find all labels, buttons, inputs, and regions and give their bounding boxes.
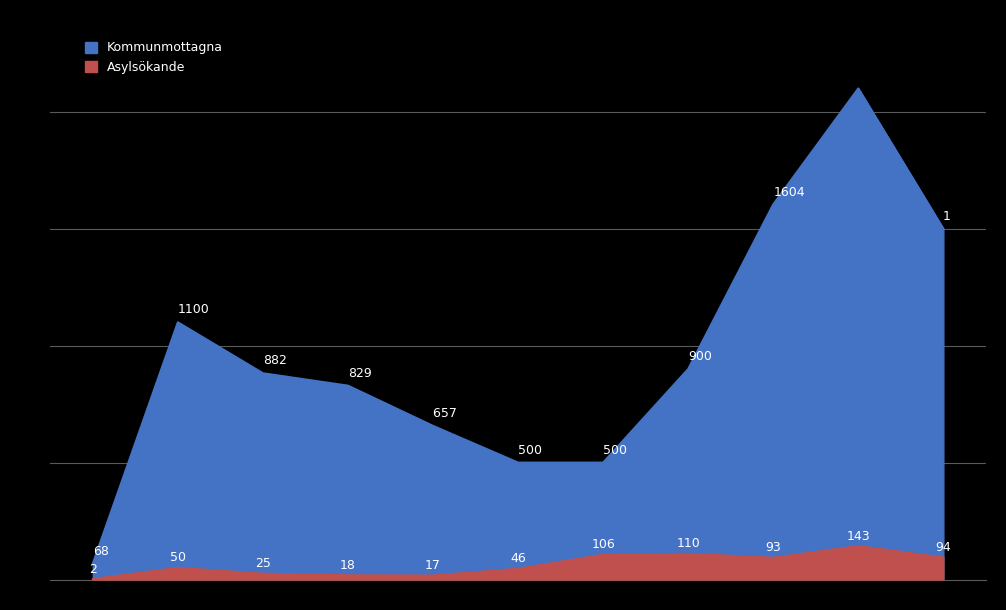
Text: 657: 657 [433,407,460,420]
Text: 25: 25 [255,557,271,570]
Text: 110: 110 [676,537,700,550]
Text: 94: 94 [936,541,952,554]
Text: 50: 50 [170,551,186,564]
Text: 106: 106 [592,538,615,551]
Text: 17: 17 [426,559,441,572]
Text: 18: 18 [340,559,356,572]
Text: 829: 829 [348,367,372,380]
Text: 500: 500 [604,443,627,457]
Text: 2: 2 [89,562,97,575]
Text: 1100: 1100 [178,303,209,317]
Text: 1604: 1604 [774,185,805,199]
Text: 882: 882 [263,354,287,367]
Text: 46: 46 [510,552,526,565]
Text: 900: 900 [688,350,712,363]
Text: 143: 143 [846,529,870,542]
Legend: Kommunmottagna, Asylsökande: Kommunmottagna, Asylsökande [85,41,223,74]
Text: 93: 93 [766,541,781,554]
Text: 68: 68 [93,545,109,558]
Text: 500: 500 [518,443,542,457]
Text: 1: 1 [944,210,954,223]
